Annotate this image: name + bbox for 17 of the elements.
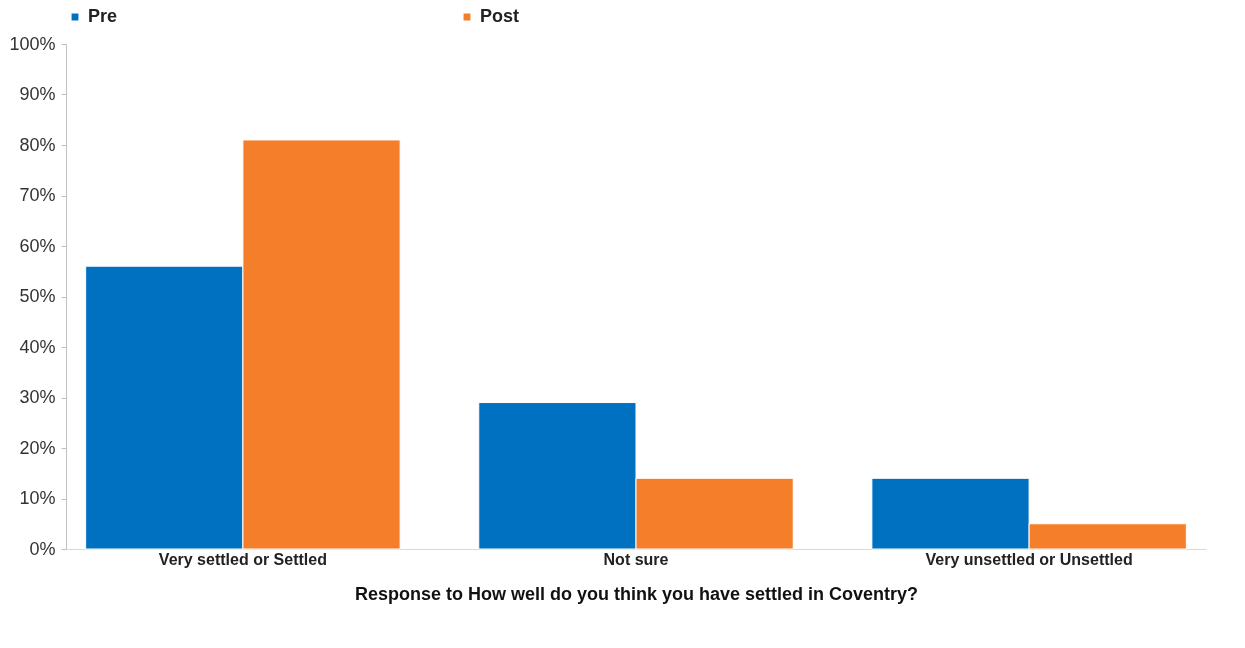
- legend-label: Pre: [88, 6, 118, 26]
- y-tick-label: 90%: [19, 84, 56, 104]
- x-tick-label: Very unsettled or Unsettled: [925, 550, 1133, 568]
- x-tick-label: Very settled or Settled: [158, 550, 327, 568]
- y-tick-label: 10%: [19, 488, 56, 508]
- y-tick-label: 100%: [9, 33, 56, 54]
- y-tick-label: 0%: [29, 538, 56, 559]
- y-tick-label: 40%: [19, 336, 56, 357]
- y-tick-label: 30%: [19, 387, 56, 407]
- y-tick-label: 70%: [19, 185, 56, 205]
- x-tick-label: Not sure: [603, 550, 669, 568]
- y-tick-label: 60%: [19, 235, 56, 256]
- x-axis-title: Response to How well do you think you have settled in Coventry?: [354, 583, 919, 604]
- y-tick-label: 20%: [19, 437, 56, 458]
- y-tick-label: 50%: [19, 286, 56, 306]
- legend-label: Post: [480, 6, 520, 26]
- y-tick-label: 80%: [19, 134, 56, 155]
